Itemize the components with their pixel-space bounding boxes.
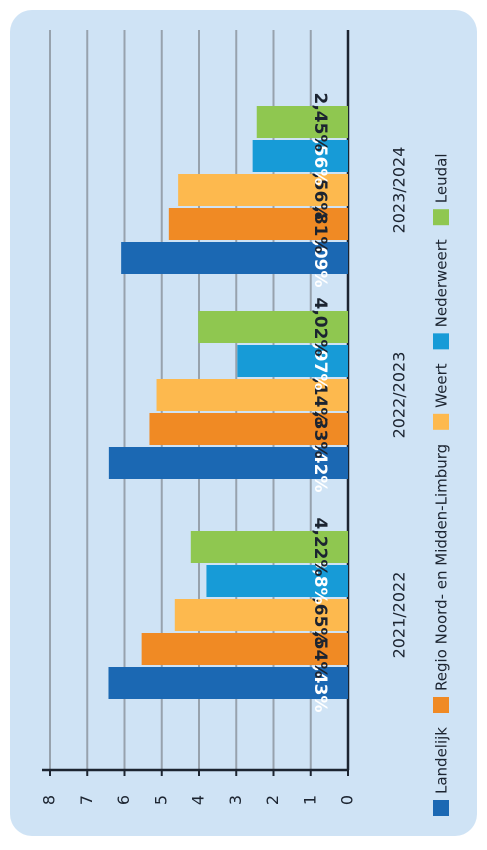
legend-swatch: [433, 333, 449, 350]
bar-label: 2,97%: [310, 332, 330, 391]
y-tick-label: 3: [226, 795, 245, 805]
legend-label: Regio Noord- en Midden-Limburg: [433, 444, 451, 691]
bar: [108, 447, 349, 479]
bar-label: 4,02%: [310, 298, 330, 357]
bar-label: 4,65%: [310, 586, 330, 645]
bar-label: 2,45%: [310, 93, 330, 152]
legend-label: Weert: [433, 363, 451, 408]
bar-label: 5,54%: [310, 620, 330, 679]
x-tick-label: 2021/2022: [390, 572, 409, 659]
legend-label: Nederweert: [433, 239, 451, 327]
bar: [141, 633, 348, 665]
y-tick-label: 8: [40, 795, 59, 805]
legend-swatch: [433, 800, 449, 816]
bar: [174, 599, 348, 631]
bar: [256, 106, 348, 138]
y-tick-label: 5: [151, 795, 170, 805]
bar: [252, 140, 348, 172]
legend-swatch: [433, 413, 449, 430]
bar: [149, 413, 348, 445]
legend-swatch: [433, 209, 449, 226]
bar-label: 5,33%: [310, 400, 330, 459]
bar-label: 6,42%: [310, 434, 330, 493]
bar-label: 4,81%: [310, 195, 330, 254]
y-tick-label: 4: [189, 795, 208, 805]
y-tick-label: 1: [300, 795, 319, 805]
bar: [190, 531, 348, 563]
bar: [168, 208, 348, 240]
bar: [121, 242, 348, 274]
bar-label: 6,09%: [310, 229, 330, 288]
plot: 0 1 2 3 4 5 6 7 8 2021/2022 6,43%5,54%4,65%3,8%4,2…: [40, 30, 451, 816]
y-tick-label: 6: [114, 795, 133, 805]
bar-label: 4,22%: [310, 518, 330, 577]
bar: [156, 379, 348, 411]
x-tick-label: 2022/2023: [390, 352, 409, 439]
bar: [198, 311, 348, 343]
bar: [108, 667, 348, 699]
y-tick-label: 0: [338, 795, 357, 805]
bar: [206, 565, 348, 597]
legend-label: Leudal: [433, 153, 451, 203]
legend-label: Landelijk: [433, 727, 451, 794]
bar-label: 4,56%: [310, 161, 330, 220]
y-tick-label: 7: [77, 795, 96, 805]
legend-swatch: [433, 697, 449, 713]
bar: [237, 345, 348, 377]
bar-label: 2,56%: [310, 127, 330, 186]
y-tick-label: 2: [263, 795, 282, 805]
bar-label: 3,8%: [310, 557, 330, 604]
bar-label: 6,43%: [310, 654, 330, 713]
bar: [178, 174, 348, 206]
bar-label: 5,14%: [310, 366, 330, 425]
x-tick-label: 2023/2024: [390, 147, 409, 234]
